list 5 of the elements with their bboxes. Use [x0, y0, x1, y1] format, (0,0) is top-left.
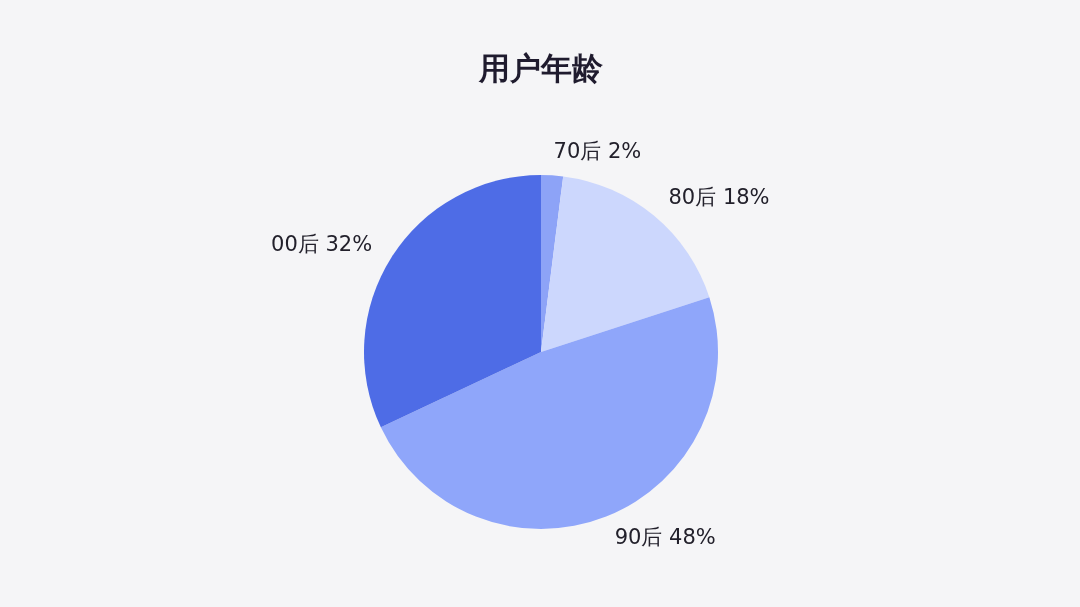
slice-label: 70后 2% [553, 139, 642, 164]
chart-title: 用户年龄 [478, 49, 604, 86]
slice-label: 80后 18% [668, 184, 770, 209]
slice-label: 00后 32% [271, 231, 373, 256]
slice-label: 90后 48% [614, 524, 716, 549]
